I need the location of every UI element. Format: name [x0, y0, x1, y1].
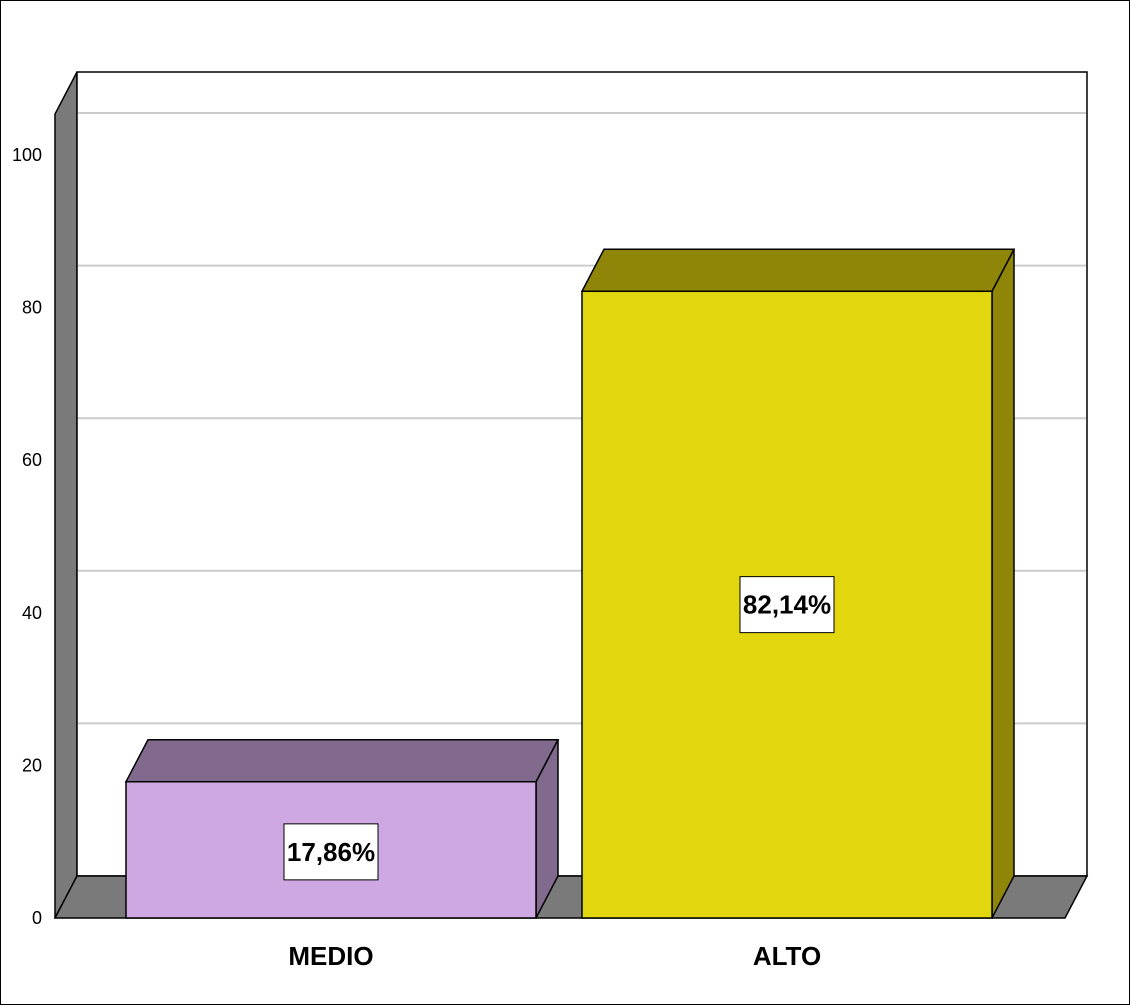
- category-label: MEDIO: [288, 941, 373, 971]
- data-label-box: [283, 823, 379, 881]
- y-tick-label: 40: [22, 603, 42, 623]
- data-label: 17,86%: [287, 837, 375, 867]
- left-wall: [54, 71, 78, 919]
- data-label-box: [739, 576, 835, 634]
- y-tick-label: 20: [22, 755, 42, 775]
- y-tick-label: 0: [32, 908, 42, 928]
- bar-top-medio: [124, 738, 560, 783]
- y-tick-label: 80: [22, 298, 42, 318]
- bar-top-alto: [580, 248, 1016, 293]
- data-label: 82,14%: [743, 590, 831, 620]
- category-label: ALTO: [753, 941, 821, 971]
- y-tick-label: 60: [22, 450, 42, 470]
- y-tick-label: 100: [12, 145, 42, 165]
- bar-side-alto: [991, 248, 1015, 919]
